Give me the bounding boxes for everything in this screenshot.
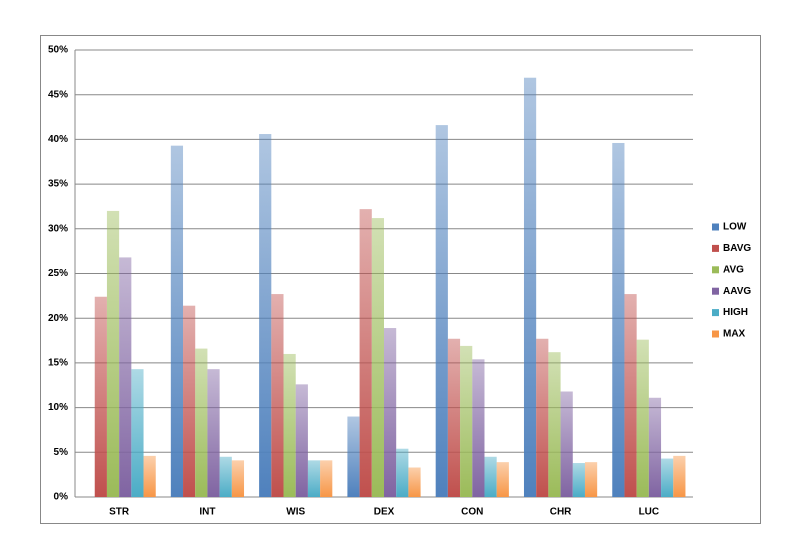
legend-label: AAVG [723,286,751,297]
x-tick-label: STR [109,507,130,518]
bar [636,339,649,497]
y-tick-label: 0% [54,492,69,503]
bar [307,460,321,497]
bar [673,455,686,497]
bar [472,359,485,497]
bar [320,460,333,497]
legend-swatch [712,244,719,252]
bar [460,345,473,497]
legend-swatch [712,330,719,338]
y-tick-label: 25% [48,268,68,279]
bar [408,467,421,497]
legend-label: LOW [723,222,747,233]
legend-label: BAVG [723,243,751,254]
y-tick-label: 50% [48,45,68,56]
y-tick-label: 20% [48,313,68,324]
bar [183,305,196,497]
bar [131,369,144,497]
bar [624,294,637,497]
bar [106,210,120,498]
bar [219,456,232,497]
bar [119,257,132,497]
bar [283,353,296,497]
y-tick-label: 10% [48,402,68,413]
bar [661,458,674,497]
legend-swatch [712,309,719,317]
bar [371,218,384,497]
bar [447,338,461,497]
bar [396,448,409,497]
bar [347,416,360,497]
legend-swatch [712,266,719,274]
bar [195,348,208,497]
bar [359,209,372,497]
y-tick-label: 35% [48,179,68,190]
legend-swatch [712,287,719,295]
x-tick-label: LUC [639,507,660,518]
legend-label: MAX [723,329,746,340]
bar [560,391,573,497]
bar [612,142,625,497]
bar [231,460,245,497]
bar [648,397,662,497]
bar [584,462,598,497]
bar [259,134,272,497]
legend-label: HIGH [723,307,748,318]
y-tick-label: 30% [48,223,68,234]
bar [295,384,308,497]
bar [496,462,509,497]
x-tick-label: INT [199,507,215,518]
x-tick-label: DEX [374,507,395,518]
bar [572,463,585,497]
bar [207,369,220,497]
legend-label: AVG [723,264,744,275]
bar [271,294,284,497]
x-tick-label: CON [461,507,483,518]
bar [548,352,561,497]
bar [94,296,107,497]
y-tick-label: 5% [54,447,69,458]
bar [523,77,537,498]
legend-swatch [712,223,719,231]
bar [170,145,184,497]
bar [435,125,448,497]
y-tick-label: 40% [48,134,68,145]
bar [143,455,156,497]
bar [484,456,497,497]
bar [384,328,397,497]
y-tick-label: 45% [48,89,68,100]
bar [536,338,549,497]
y-tick-label: 15% [48,358,68,369]
x-tick-label: WIS [286,507,305,518]
x-tick-label: CHR [550,507,572,518]
